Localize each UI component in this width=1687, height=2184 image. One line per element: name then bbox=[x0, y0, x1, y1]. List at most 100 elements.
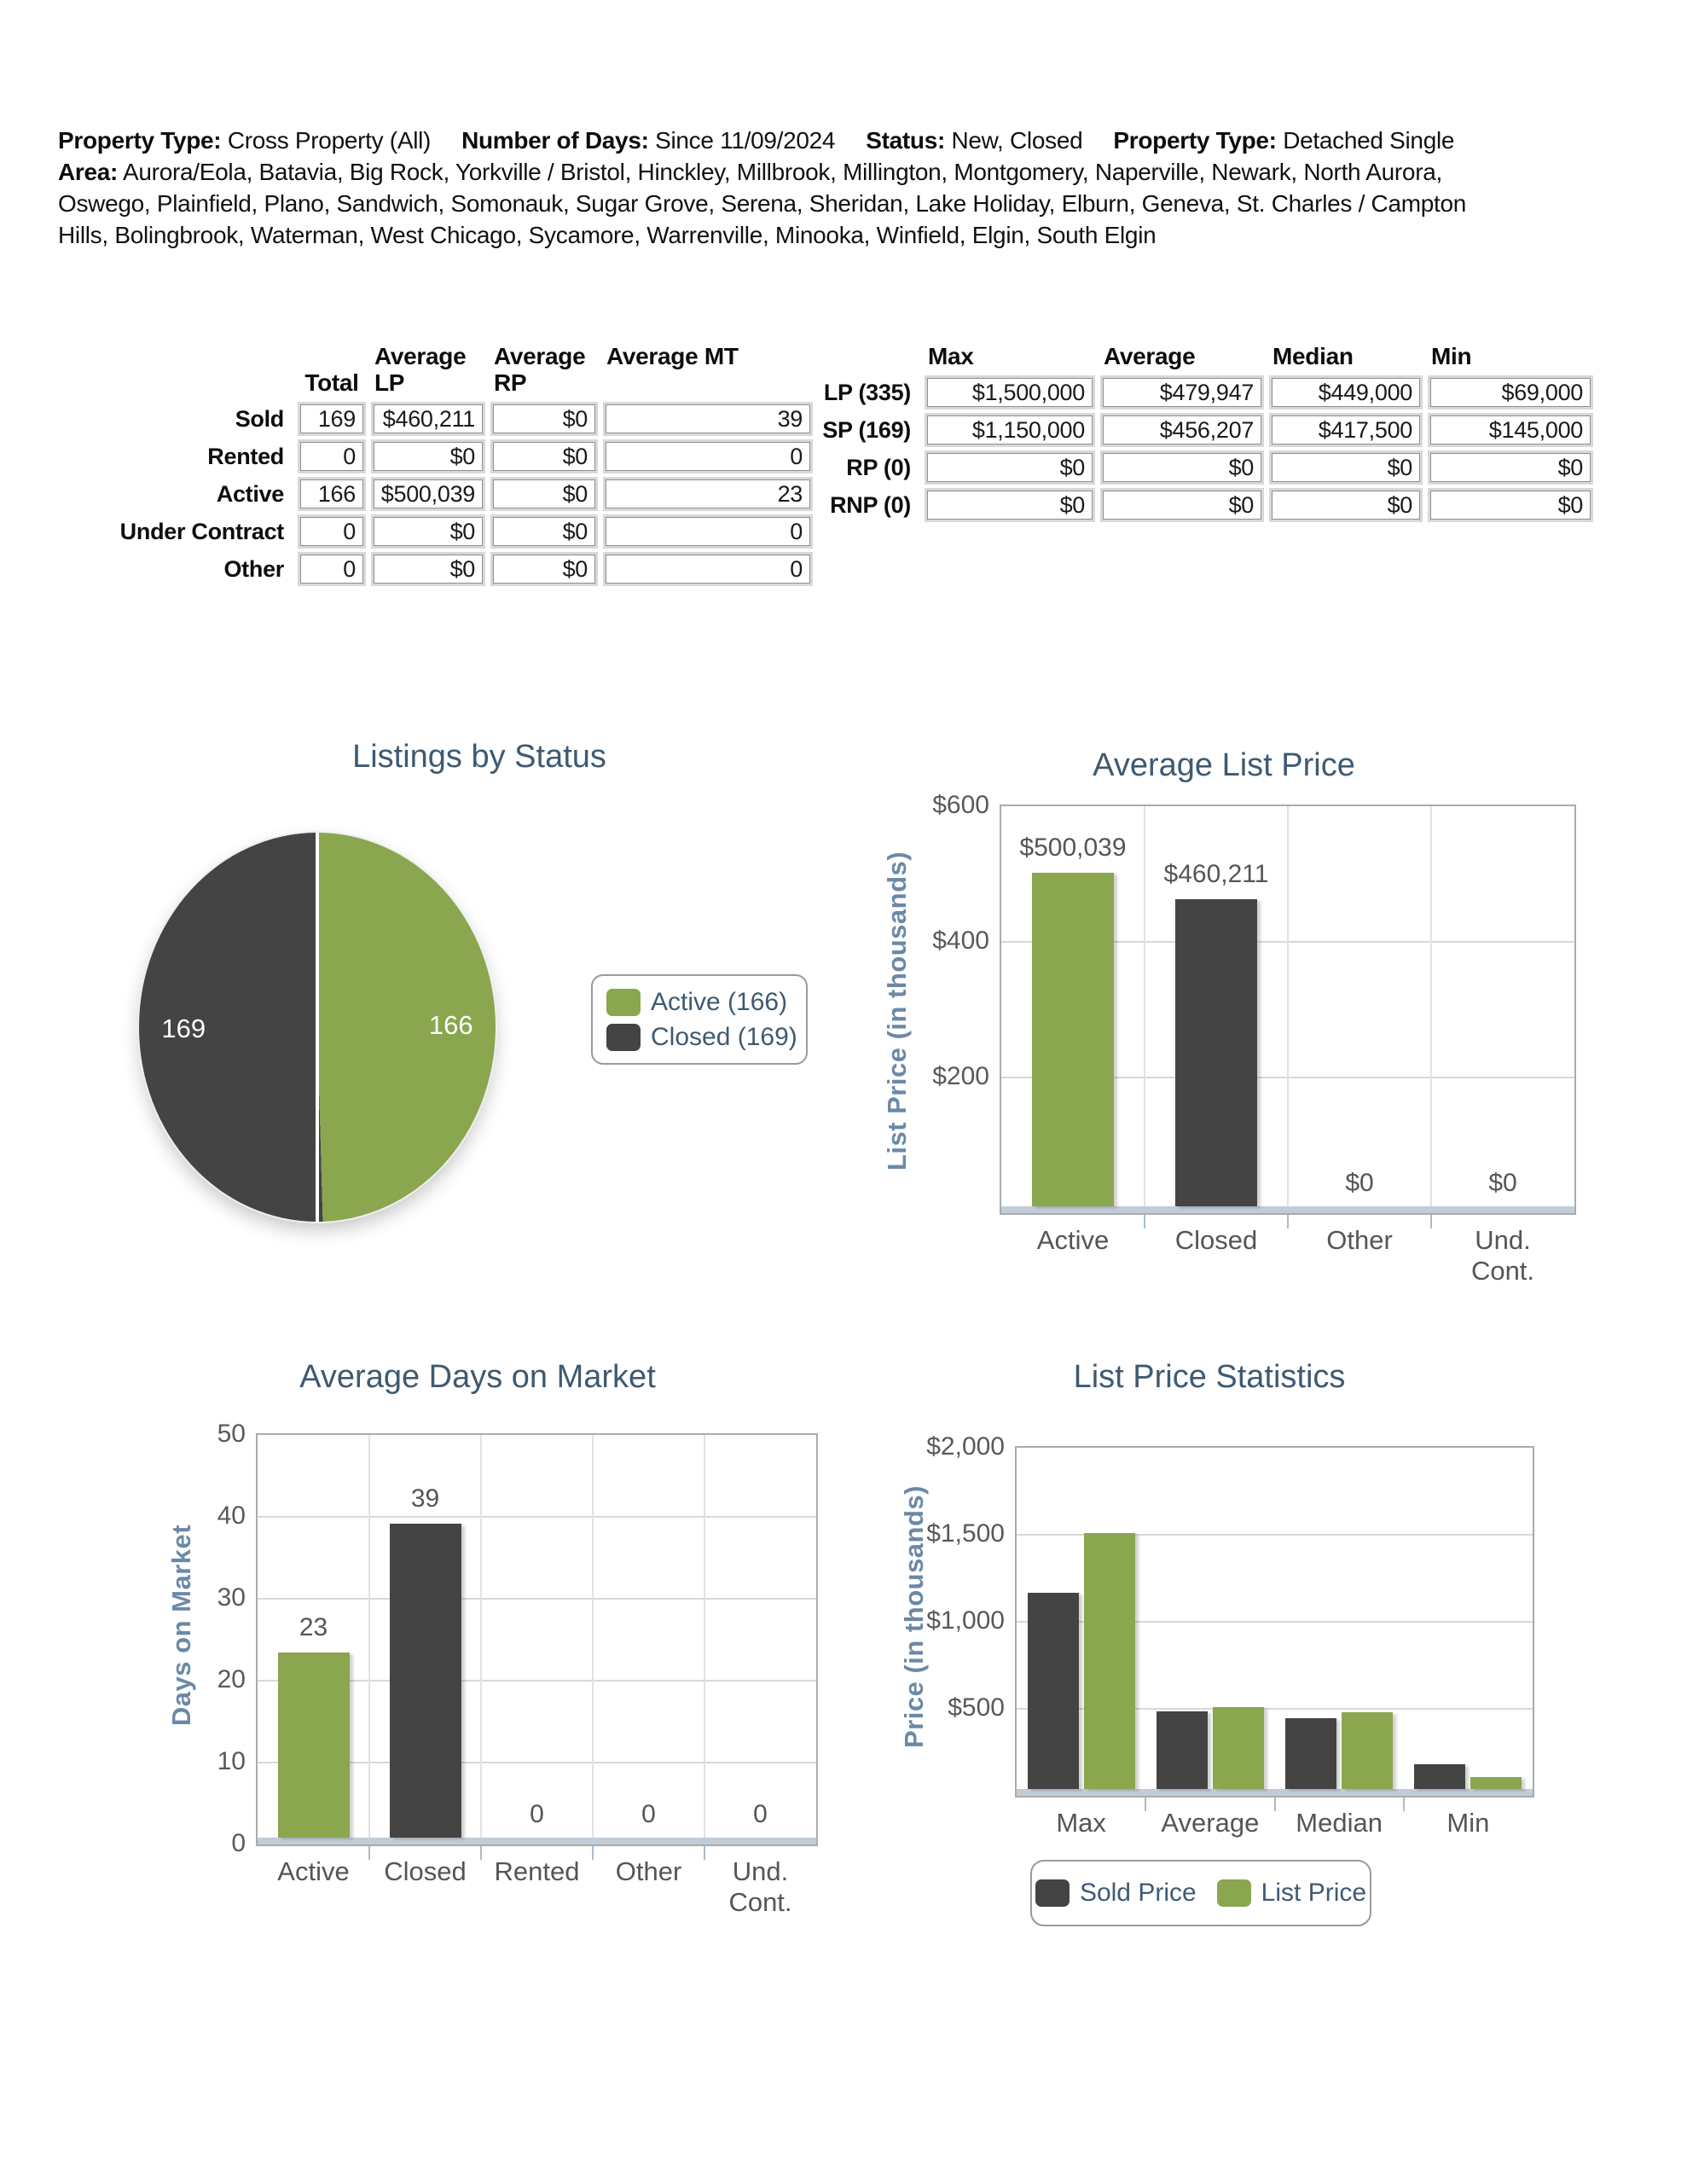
x-axis-label: Max bbox=[1056, 1808, 1106, 1838]
legend-item-list-price: List Price bbox=[1216, 1879, 1367, 1908]
cell-lp-min: $69,000 bbox=[1428, 375, 1593, 410]
legend-label-list-price: List Price bbox=[1261, 1879, 1367, 1907]
col-header-median: Median bbox=[1272, 343, 1354, 369]
x-axis-tick-mark bbox=[1273, 1798, 1276, 1811]
cell-lp-median: $449,000 bbox=[1269, 375, 1423, 410]
report-criteria: Property Type: Cross Property (All) Numbe… bbox=[58, 125, 1649, 251]
list-price-statistics-plot: $2,000 $1,500 $1,000 $500 Max Average Median Mi… bbox=[926, 1432, 1534, 1838]
cell-other-avg-mt: 0 bbox=[603, 552, 813, 586]
x-axis-label: Other bbox=[1326, 1225, 1393, 1255]
bar-sold-price bbox=[1027, 1593, 1079, 1789]
cell-lp-average: $479,947 bbox=[1100, 375, 1264, 410]
bar-list-price bbox=[1083, 1533, 1135, 1789]
average-list-price-plot: $600 $400 $200 $500,039 $460,211 $0 $0 Active Cl… bbox=[932, 791, 1576, 1286]
x-axis-tick-mark bbox=[368, 1846, 370, 1860]
x-axis-label: Median bbox=[1296, 1808, 1383, 1838]
list-price-swatch-icon bbox=[1216, 1879, 1251, 1907]
category-separator bbox=[480, 1435, 482, 1844]
cell-rnp-average: $0 bbox=[1100, 488, 1264, 522]
x-axis-label: Rented bbox=[494, 1856, 580, 1886]
cell-other-avg-rp: $0 bbox=[490, 552, 598, 586]
area-line-3: Hills, Bolingbrook, Waterman, West Chica… bbox=[58, 222, 1157, 248]
cell-rp-average: $0 bbox=[1100, 450, 1264, 485]
col-header-average-rp: Average RP bbox=[494, 343, 586, 396]
cell-uc-avg-lp: $0 bbox=[371, 514, 485, 549]
cell-rnp-max: $0 bbox=[925, 488, 1095, 522]
price-statistics-table: Max Average Median Min LP (335) $1,500,0… bbox=[783, 343, 1593, 522]
bar-value-label: 0 bbox=[530, 1800, 544, 1828]
y-tick-label: 20 bbox=[217, 1665, 246, 1693]
category-separator bbox=[1287, 806, 1289, 1213]
col-header-average-lp: Average LP bbox=[374, 343, 467, 396]
category-separator bbox=[368, 1435, 370, 1844]
row-label-rp: RP (0) bbox=[846, 454, 911, 480]
cell-rented-total: 0 bbox=[298, 439, 366, 473]
gridline bbox=[258, 1598, 816, 1600]
row-label-lp: LP (335) bbox=[823, 379, 911, 405]
x-axis-label: Und. Cont. bbox=[728, 1856, 792, 1917]
criteria-line: Property Type: Cross Property (All) Numbe… bbox=[58, 125, 1649, 156]
category-separator bbox=[1430, 806, 1432, 1213]
cell-rnp-min: $0 bbox=[1428, 488, 1593, 522]
pie-slice-value-label: 169 bbox=[161, 1014, 206, 1044]
list-price-statistics-title: List Price Statistics bbox=[1073, 1359, 1346, 1395]
gridline bbox=[1017, 1708, 1533, 1710]
gridline bbox=[1017, 1534, 1533, 1536]
sold-price-swatch-icon bbox=[1035, 1879, 1070, 1907]
cell-sold-avg-lp: $460,211 bbox=[371, 402, 485, 436]
criteria-label: Property Type: bbox=[1113, 127, 1277, 154]
y-tick-label: 30 bbox=[217, 1583, 246, 1612]
category-separator bbox=[592, 1435, 594, 1844]
bar-sold-price bbox=[1156, 1711, 1208, 1789]
criteria-value: New, Closed bbox=[951, 127, 1083, 154]
row-label-rnp: RNP (0) bbox=[830, 491, 911, 518]
bar-value-label: 23 bbox=[299, 1612, 328, 1641]
cell-active-total: 166 bbox=[298, 477, 366, 511]
gridline bbox=[1017, 1621, 1533, 1623]
gridline bbox=[258, 1680, 816, 1682]
gridline bbox=[258, 1516, 816, 1518]
bar-value-label: 0 bbox=[753, 1800, 768, 1828]
bar-value-label: 39 bbox=[410, 1484, 440, 1513]
row-label-rented: Rented bbox=[207, 443, 284, 469]
y-tick-label: $600 bbox=[932, 791, 989, 819]
avg-list-price-y-axis-label: List Price (in thousands) bbox=[882, 851, 912, 1171]
x-axis-tick-mark bbox=[1145, 1798, 1147, 1811]
cell-rp-max: $0 bbox=[925, 450, 1095, 485]
avg-list-price-title: Average List Price bbox=[1093, 747, 1355, 783]
criteria-value: Cross Property (All) bbox=[227, 127, 432, 154]
criteria-value: Detached Single bbox=[1283, 127, 1455, 154]
row-label-active: Active bbox=[216, 480, 285, 507]
cell-sold-avg-mt: 39 bbox=[603, 402, 813, 436]
row-label-under-contract: Under Contract bbox=[119, 518, 285, 544]
y-tick-label: $400 bbox=[932, 926, 989, 955]
y-tick-label: $500 bbox=[948, 1693, 1005, 1722]
x-axis-label: Und. Cont. bbox=[1470, 1225, 1535, 1286]
cell-active-avg-mt: 23 bbox=[603, 477, 813, 511]
x-axis-label: Other bbox=[615, 1856, 682, 1886]
cell-uc-avg-rp: $0 bbox=[490, 514, 598, 549]
cell-active-avg-lp: $500,039 bbox=[371, 477, 485, 511]
x-axis-tick-mark bbox=[1144, 1215, 1145, 1228]
x-axis-label: Active bbox=[277, 1856, 350, 1886]
bar-value-label: 0 bbox=[641, 1800, 656, 1828]
x-axis-label: Active bbox=[1036, 1225, 1110, 1255]
pie-slice-value-label: 166 bbox=[428, 1009, 473, 1040]
y-tick-label: $200 bbox=[932, 1062, 989, 1090]
bar-sold-price bbox=[1285, 1717, 1337, 1789]
cell-lp-max: $1,500,000 bbox=[925, 375, 1095, 410]
bar-active bbox=[1032, 873, 1114, 1206]
average-days-on-market-plot: 50 40 30 20 10 0 23 39 0 0 0 Active Closed Rented Othe… bbox=[217, 1420, 818, 1917]
criteria-label: Number of Days: bbox=[461, 127, 649, 154]
cell-rnp-median: $0 bbox=[1269, 488, 1423, 522]
legend-label-closed: Closed (169) bbox=[651, 1022, 797, 1051]
bar-closed bbox=[1175, 899, 1257, 1206]
cell-other-total: 0 bbox=[298, 552, 366, 586]
legend-label-active: Active (166) bbox=[651, 987, 788, 1016]
row-label-sold: Sold bbox=[235, 405, 285, 432]
cell-sp-min: $145,000 bbox=[1428, 413, 1593, 447]
area-label: Area: bbox=[58, 159, 119, 185]
area-line-1: Area: Aurora/Eola, Batavia, Big Rock, Yo… bbox=[58, 159, 1442, 185]
status-summary-table: Total Average LP Average RP Average MT S… bbox=[90, 343, 813, 586]
cell-sp-max: $1,150,000 bbox=[925, 413, 1095, 447]
